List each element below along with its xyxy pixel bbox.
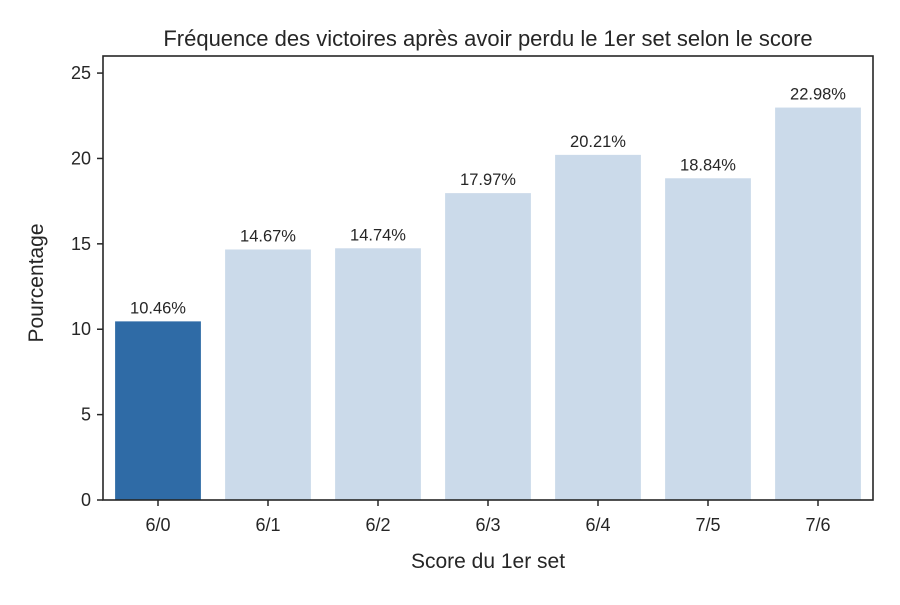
plot-area: 10.46% 6/0 14.67% 6/1 14.74% 6/2 17.97% 6/3 20.2…	[71, 55, 874, 535]
x-tick-label: 6/1	[255, 515, 280, 535]
y-axis-label: Pourcentage	[25, 223, 48, 342]
bar-value-label: 14.67%	[240, 227, 296, 245]
bar-value-label: 20.21%	[570, 133, 626, 151]
y-tick-label: 10	[71, 319, 91, 339]
x-tick-label: 6/0	[145, 515, 170, 535]
y-tick-label: 20	[71, 148, 91, 168]
bar-value-label: 14.74%	[350, 226, 406, 244]
y-tick-label: 15	[71, 234, 91, 254]
bar-value-label: 18.84%	[680, 156, 736, 174]
bar-6-4	[555, 154, 641, 501]
bar-value-label: 22.98%	[790, 86, 846, 104]
bar-6-3	[445, 193, 531, 500]
x-tick-label: 6/4	[585, 515, 610, 535]
x-tick-label: 6/3	[475, 515, 500, 535]
x-tick-label: 6/2	[365, 515, 390, 535]
x-tick-label: 7/6	[805, 515, 830, 535]
y-tick-label: 25	[71, 63, 91, 83]
bar-value-label: 17.97%	[460, 171, 516, 189]
bar-value-label: 10.46%	[130, 299, 186, 317]
plot-frame	[102, 55, 874, 501]
bar-7-5	[665, 178, 751, 501]
y-tick-label: 0	[81, 490, 91, 510]
bar-6-0	[115, 321, 201, 500]
y-tick-label: 5	[81, 405, 91, 425]
x-axis-label: Score du 1er set	[411, 550, 565, 573]
bar-6-2	[335, 248, 421, 500]
bar-6-1	[225, 249, 311, 500]
bar-7-6	[775, 107, 861, 500]
x-tick-label: 7/5	[695, 515, 720, 535]
chart-title: Fréquence des victoires après avoir perd…	[163, 26, 812, 51]
